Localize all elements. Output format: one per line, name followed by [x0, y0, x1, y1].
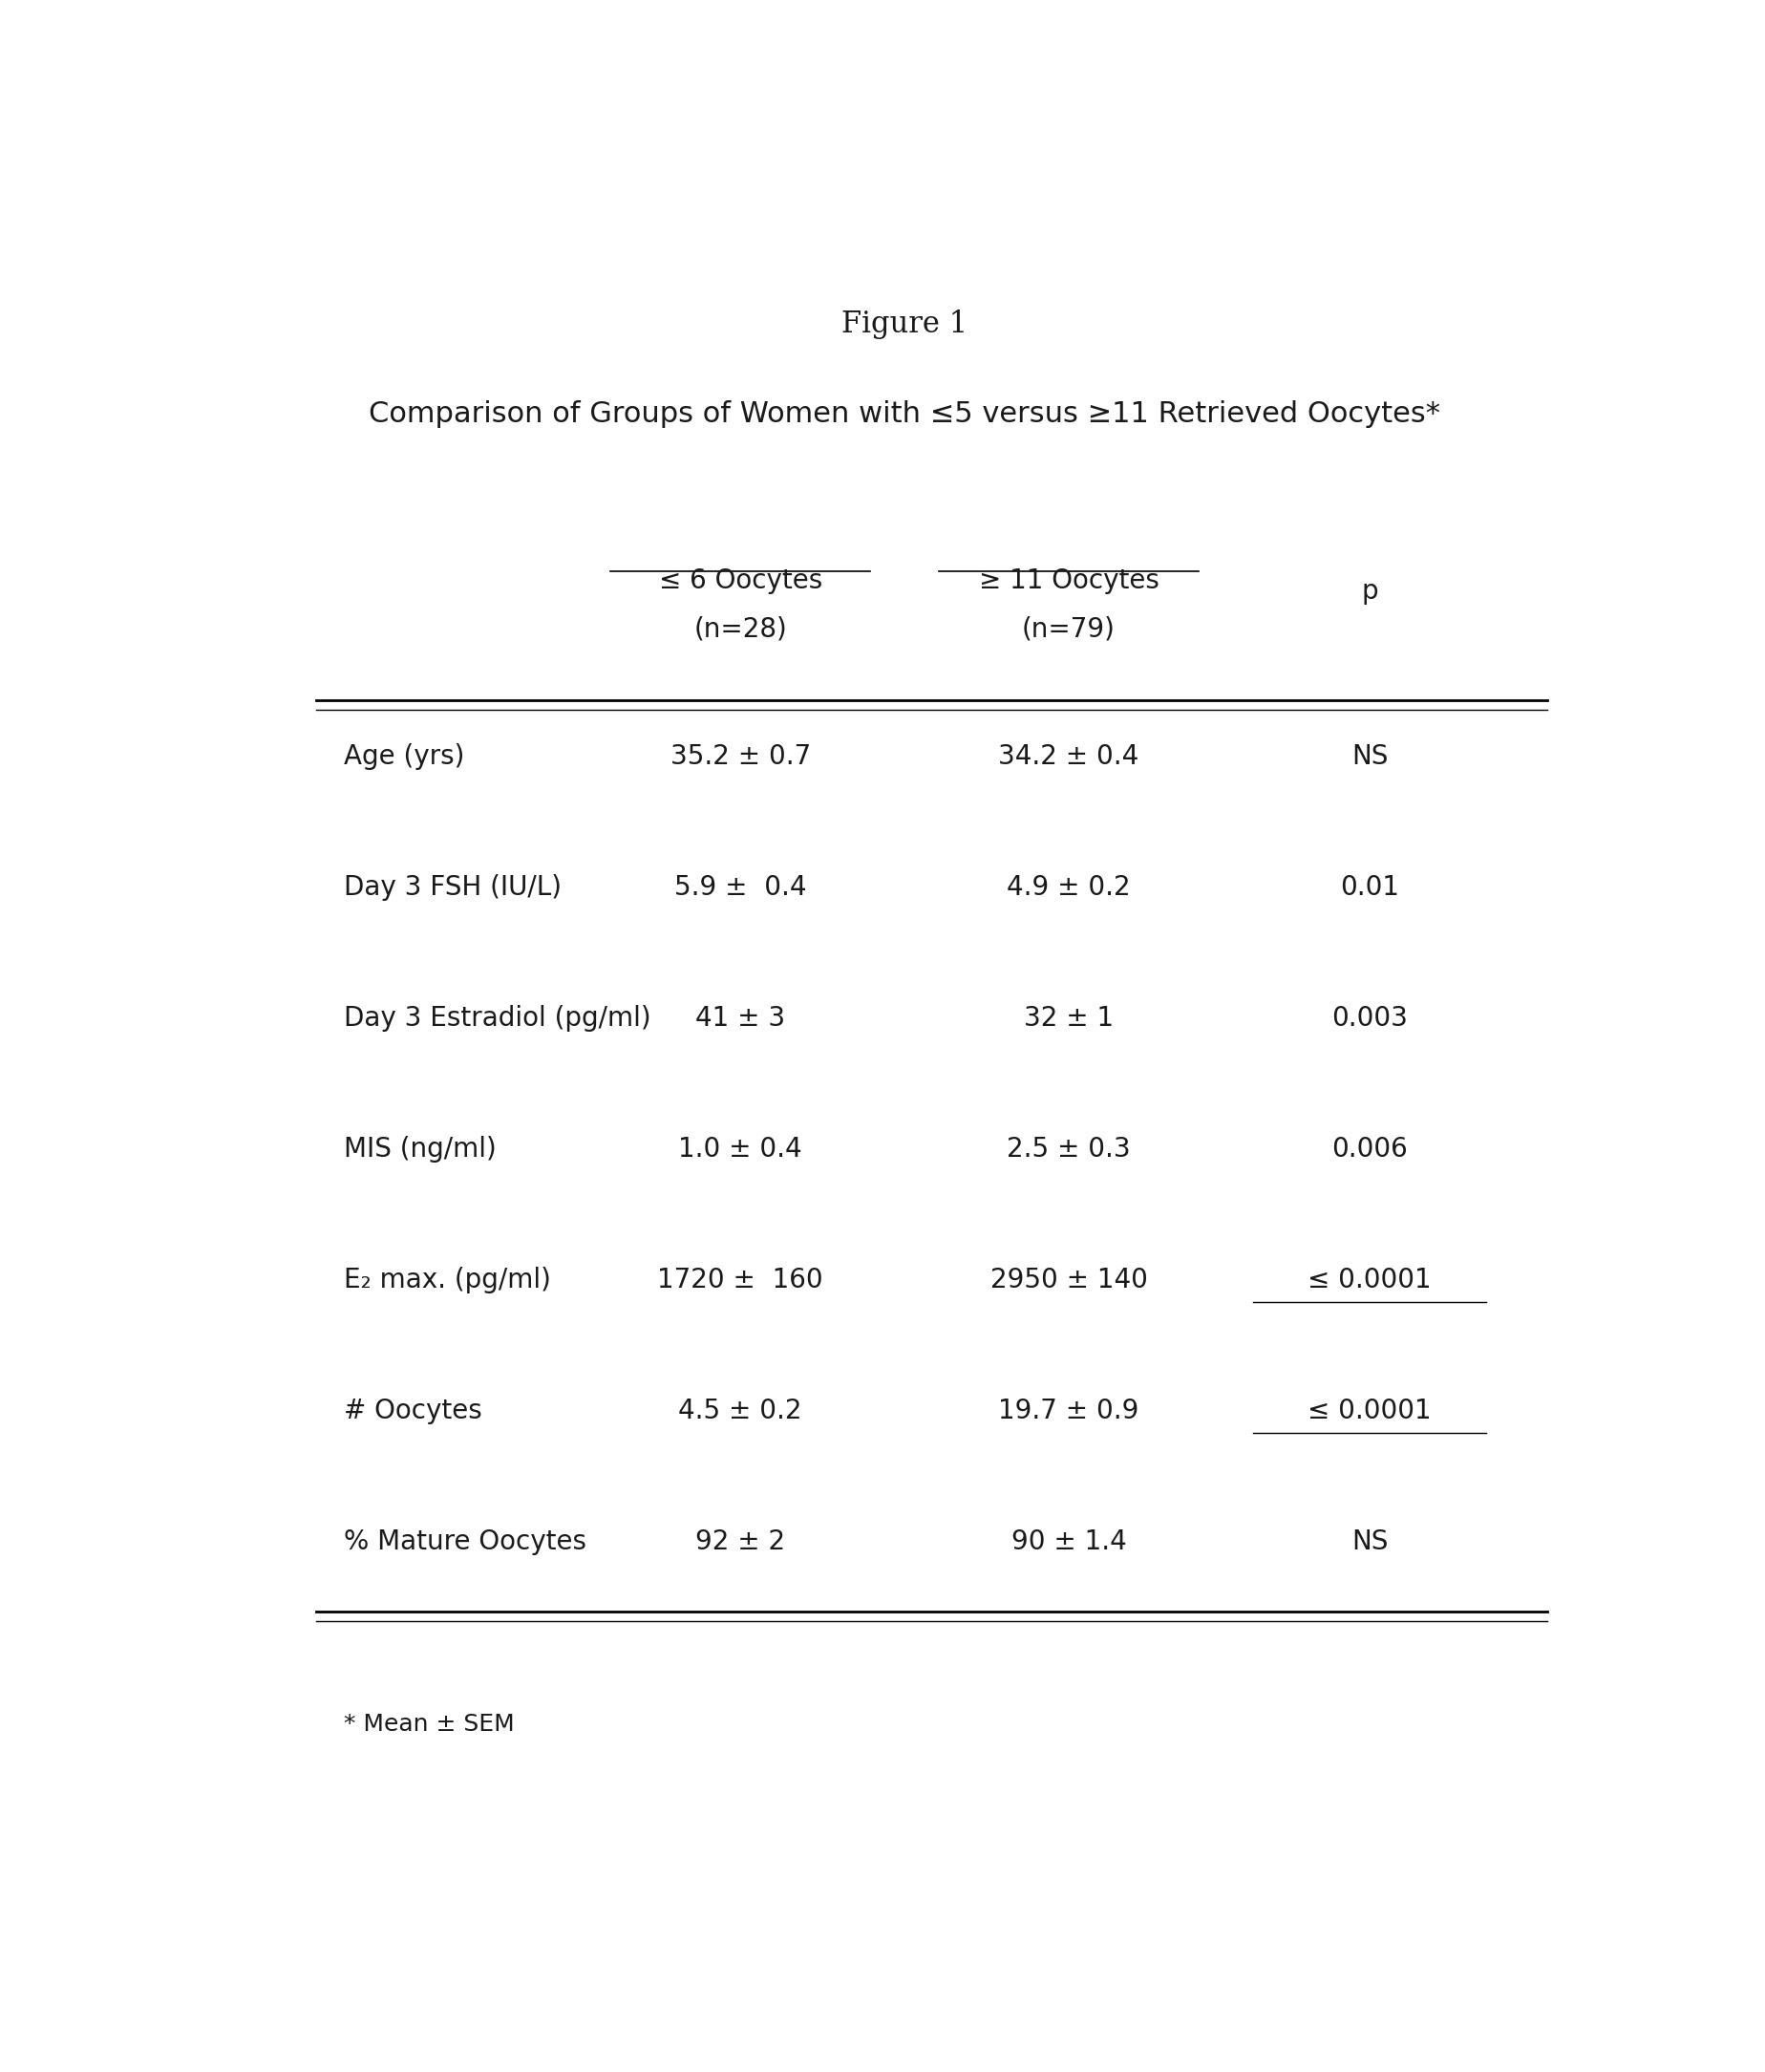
- Text: 2950 ± 140: 2950 ± 140: [990, 1266, 1147, 1293]
- Text: * Mean ± SEM: * Mean ± SEM: [344, 1714, 514, 1736]
- Text: 5.9 ±  0.4: 5.9 ± 0.4: [674, 874, 807, 901]
- Text: ≤ 0.0001: ≤ 0.0001: [1308, 1397, 1431, 1423]
- Text: % Mature Oocytes: % Mature Oocytes: [344, 1529, 586, 1554]
- Text: 1720 ±  160: 1720 ± 160: [658, 1266, 822, 1293]
- Text: Comparison of Groups of Women with ≤5 versus ≥11 Retrieved Oocytes*: Comparison of Groups of Women with ≤5 ve…: [369, 400, 1440, 429]
- Text: E₂ max. (pg/ml): E₂ max. (pg/ml): [344, 1266, 551, 1293]
- Text: 0.003: 0.003: [1331, 1005, 1408, 1032]
- Text: Day 3 FSH (IU/L): Day 3 FSH (IU/L): [344, 874, 561, 901]
- Text: Day 3 Estradiol (pg/ml): Day 3 Estradiol (pg/ml): [344, 1005, 651, 1032]
- Text: 32 ± 1: 32 ± 1: [1024, 1005, 1114, 1032]
- Text: 92 ± 2: 92 ± 2: [695, 1529, 785, 1554]
- Text: 19.7 ± 0.9: 19.7 ± 0.9: [999, 1397, 1138, 1423]
- Text: (n=79): (n=79): [1022, 615, 1115, 642]
- Text: 35.2 ± 0.7: 35.2 ± 0.7: [671, 744, 810, 771]
- Text: 0.01: 0.01: [1340, 874, 1400, 901]
- Text: Figure 1: Figure 1: [842, 309, 967, 340]
- Text: NS: NS: [1352, 1529, 1387, 1554]
- Text: ≤ 0.0001: ≤ 0.0001: [1308, 1266, 1431, 1293]
- Text: 2.5 ± 0.3: 2.5 ± 0.3: [1006, 1135, 1131, 1162]
- Text: (n=28): (n=28): [694, 615, 787, 642]
- Text: 1.0 ± 0.4: 1.0 ± 0.4: [678, 1135, 803, 1162]
- Text: 34.2 ± 0.4: 34.2 ± 0.4: [999, 744, 1138, 771]
- Text: ≥ 11 Oocytes: ≥ 11 Oocytes: [978, 568, 1160, 595]
- Text: 0.006: 0.006: [1331, 1135, 1408, 1162]
- Text: MIS (ng/ml): MIS (ng/ml): [344, 1135, 496, 1162]
- Text: Age (yrs): Age (yrs): [344, 744, 464, 771]
- Text: 4.9 ± 0.2: 4.9 ± 0.2: [1006, 874, 1131, 901]
- Text: ≤ 6 Oocytes: ≤ 6 Oocytes: [658, 568, 822, 595]
- Text: NS: NS: [1352, 744, 1387, 771]
- Text: 41 ± 3: 41 ± 3: [695, 1005, 785, 1032]
- Text: # Oocytes: # Oocytes: [344, 1397, 482, 1423]
- Text: 4.5 ± 0.2: 4.5 ± 0.2: [678, 1397, 803, 1423]
- Text: 90 ± 1.4: 90 ± 1.4: [1011, 1529, 1126, 1554]
- Text: p: p: [1361, 578, 1378, 605]
